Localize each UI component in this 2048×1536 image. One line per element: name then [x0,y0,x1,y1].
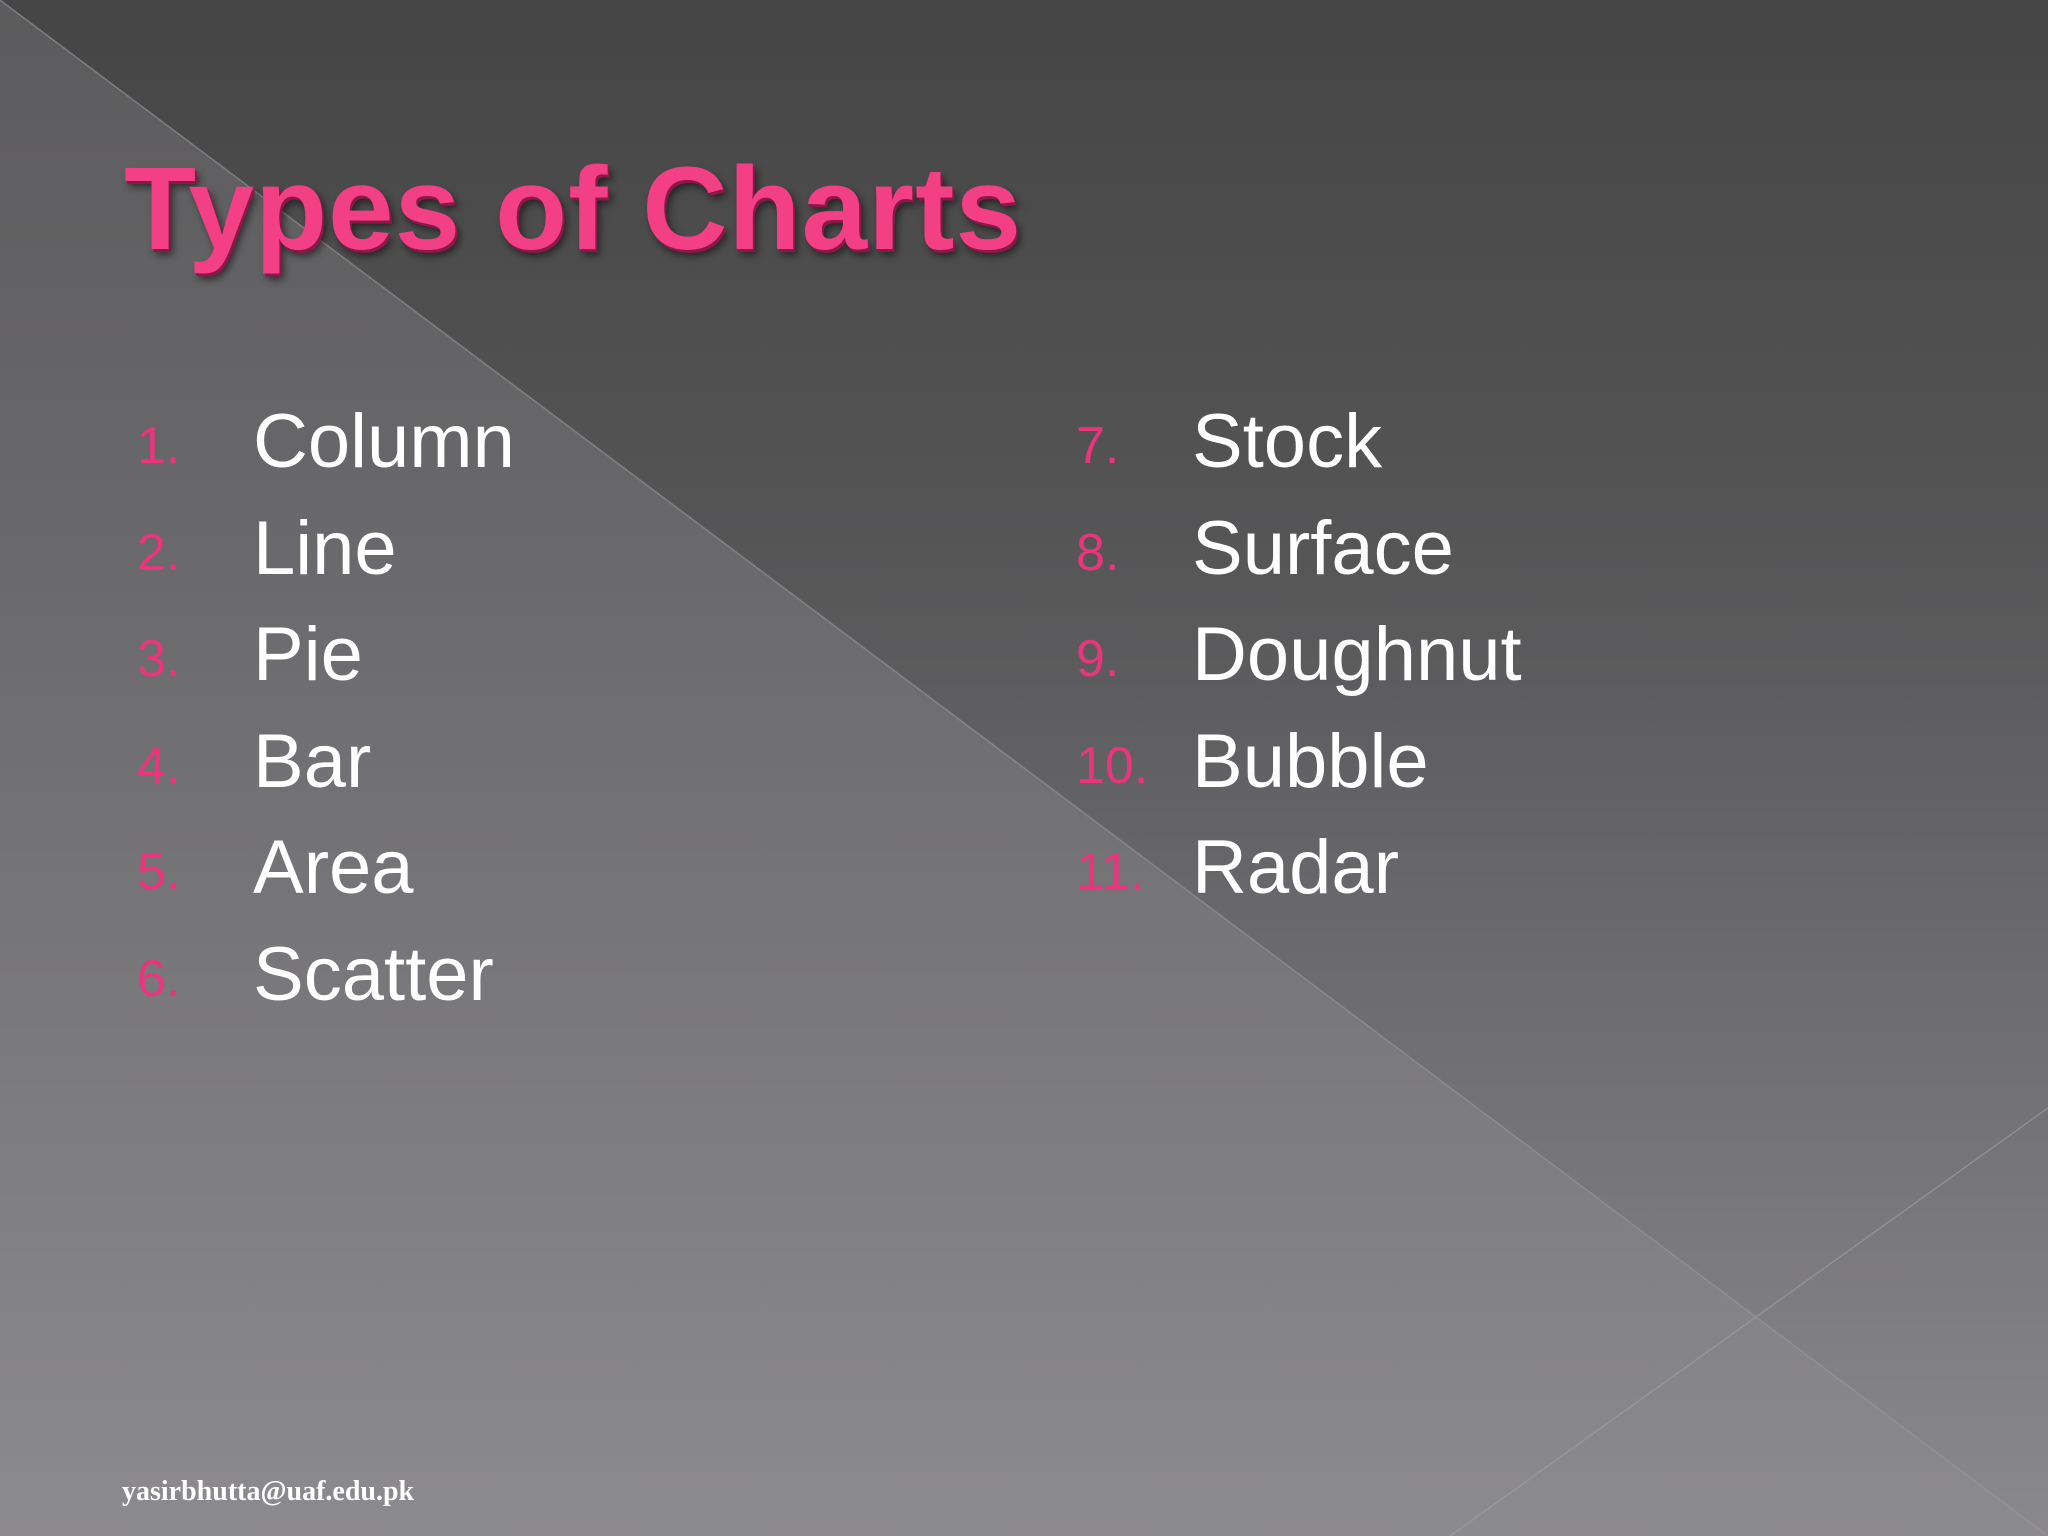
list-item-number: 3. [137,630,181,688]
list-item-label: Scatter [253,931,494,1017]
list-item-label: Line [253,505,397,591]
list-item-number: 6. [137,949,181,1008]
footer-email: yasirbhutta@uaf.edu.pk [122,1476,415,1507]
list-item-number: 9. [1076,630,1120,688]
list-item-label: Pie [253,612,363,697]
list-item-label: Column [253,399,515,484]
list-item-label: Bubble [1192,718,1429,804]
list-item-number: 8. [1076,523,1120,582]
list-item-label: Area [253,825,414,910]
background-corner-line [1449,1107,2048,1536]
list-item-number: 5. [137,843,181,901]
list-item-number: 4. [137,736,181,795]
list-item-label: Stock [1192,399,1383,484]
list-item-label: Surface [1192,505,1454,591]
list-item-label: Radar [1192,825,1399,910]
list-item-number: 7. [1076,417,1120,475]
list-item-number: 1. [137,417,181,475]
list-item-number: 2. [137,523,181,582]
list-item-label: Bar [253,718,372,804]
slide-title: Types of Charts [124,143,1022,275]
list-item-label: Doughnut [1192,612,1522,697]
list-item-number: 11. [1076,843,1145,901]
list-item-number: 10. [1076,736,1149,795]
